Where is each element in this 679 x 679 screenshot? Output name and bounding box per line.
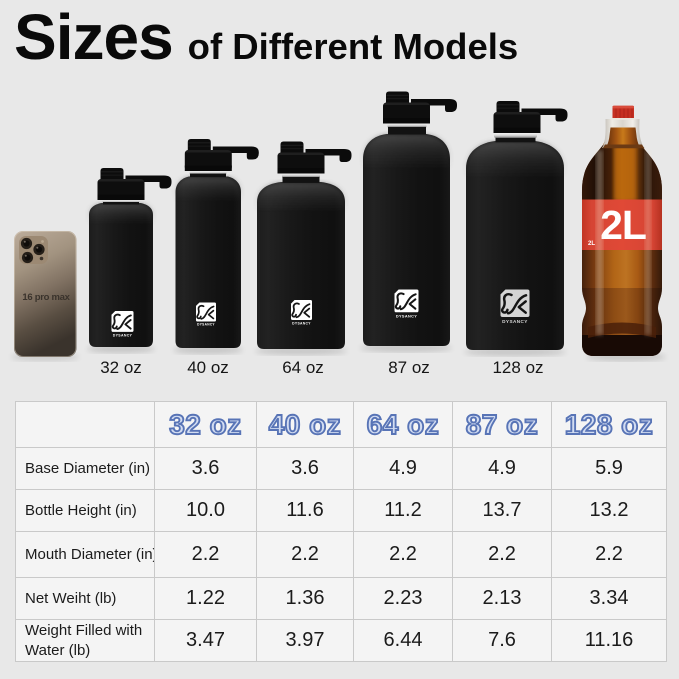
svg-text:2L: 2L [600, 202, 646, 248]
svg-text:16 pro max: 16 pro max [22, 292, 70, 303]
svg-text:2L: 2L [588, 241, 595, 247]
